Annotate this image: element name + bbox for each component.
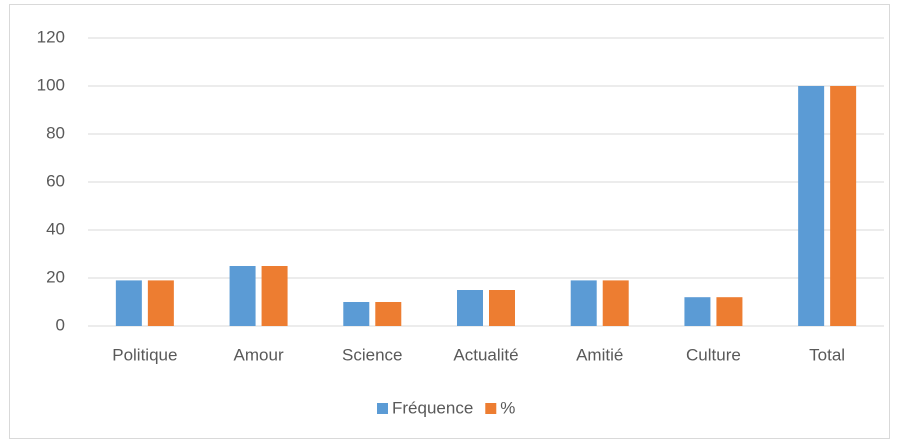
y-tick-label: 80: [46, 123, 65, 142]
x-tick-label: Science: [342, 345, 402, 364]
legend-swatch: [377, 403, 388, 414]
bar: [489, 290, 515, 326]
bar: [375, 302, 402, 326]
bar: [684, 297, 711, 326]
bar: [343, 302, 370, 326]
y-tick-label: 20: [46, 267, 65, 286]
bar: [602, 280, 629, 326]
bar: [570, 280, 597, 326]
x-tick-label: Amitié: [576, 345, 623, 364]
x-tick-label: Culture: [686, 345, 741, 364]
y-tick-label: 40: [46, 219, 65, 238]
bar: [716, 297, 743, 326]
x-tick-label: Amour: [234, 345, 284, 364]
bar: [229, 266, 256, 326]
y-tick-label: 60: [46, 171, 65, 190]
x-tick-label: Total: [809, 345, 845, 364]
y-tick-label: 100: [37, 75, 65, 94]
bar: [115, 280, 142, 326]
y-tick-label: 120: [37, 27, 65, 46]
legend-label: %: [500, 398, 515, 417]
legend-label: Fréquence: [392, 398, 473, 417]
x-tick-label: Politique: [112, 345, 177, 364]
bar: [261, 266, 288, 326]
y-tick-label: 0: [56, 315, 65, 334]
bar: [147, 280, 174, 326]
legend-swatch: [485, 403, 497, 414]
chart-border: [9, 4, 890, 439]
bar: [457, 290, 483, 326]
x-tick-label: Actualité: [453, 345, 518, 364]
bar: [830, 86, 857, 326]
bar: [798, 86, 825, 326]
